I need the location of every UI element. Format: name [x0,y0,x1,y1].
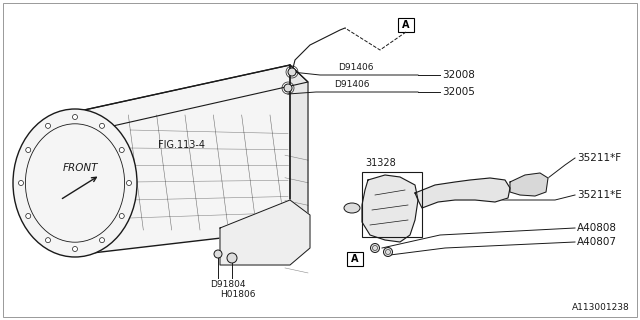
Polygon shape [415,178,510,208]
Polygon shape [220,200,310,265]
Polygon shape [510,173,548,196]
Text: 32005: 32005 [442,87,475,97]
Text: D91804: D91804 [210,280,246,289]
Bar [347,252,363,266]
Text: FIG.113-4: FIG.113-4 [158,140,205,150]
Circle shape [19,180,24,186]
Text: D91406: D91406 [334,80,369,89]
Ellipse shape [13,109,137,257]
Text: A40807: A40807 [577,237,617,247]
Circle shape [45,238,51,243]
Circle shape [371,244,380,252]
Circle shape [99,123,104,128]
Ellipse shape [344,203,360,213]
Text: 35211*F: 35211*F [577,153,621,163]
Text: A: A [351,254,359,264]
Text: 32008: 32008 [442,70,475,80]
Circle shape [214,250,222,258]
Bar [398,18,414,32]
Circle shape [288,68,296,76]
Text: FRONT: FRONT [63,163,98,173]
Circle shape [284,84,292,92]
Circle shape [383,247,392,257]
Text: 31328: 31328 [365,158,396,168]
Circle shape [119,148,124,153]
Polygon shape [75,65,290,255]
Bar [362,172,422,237]
Circle shape [26,213,31,219]
Polygon shape [290,65,308,248]
Polygon shape [75,65,308,130]
Circle shape [227,253,237,263]
Circle shape [119,213,124,219]
Text: 35211*E: 35211*E [577,190,621,200]
Text: H01806: H01806 [220,290,255,299]
Text: D91406: D91406 [338,63,374,72]
Text: A: A [403,20,410,30]
Circle shape [26,148,31,153]
Polygon shape [362,175,418,242]
Text: A113001238: A113001238 [572,303,630,312]
Circle shape [127,180,131,186]
Circle shape [72,246,77,252]
Circle shape [72,115,77,119]
Circle shape [45,123,51,128]
Text: A40808: A40808 [577,223,617,233]
Circle shape [99,238,104,243]
